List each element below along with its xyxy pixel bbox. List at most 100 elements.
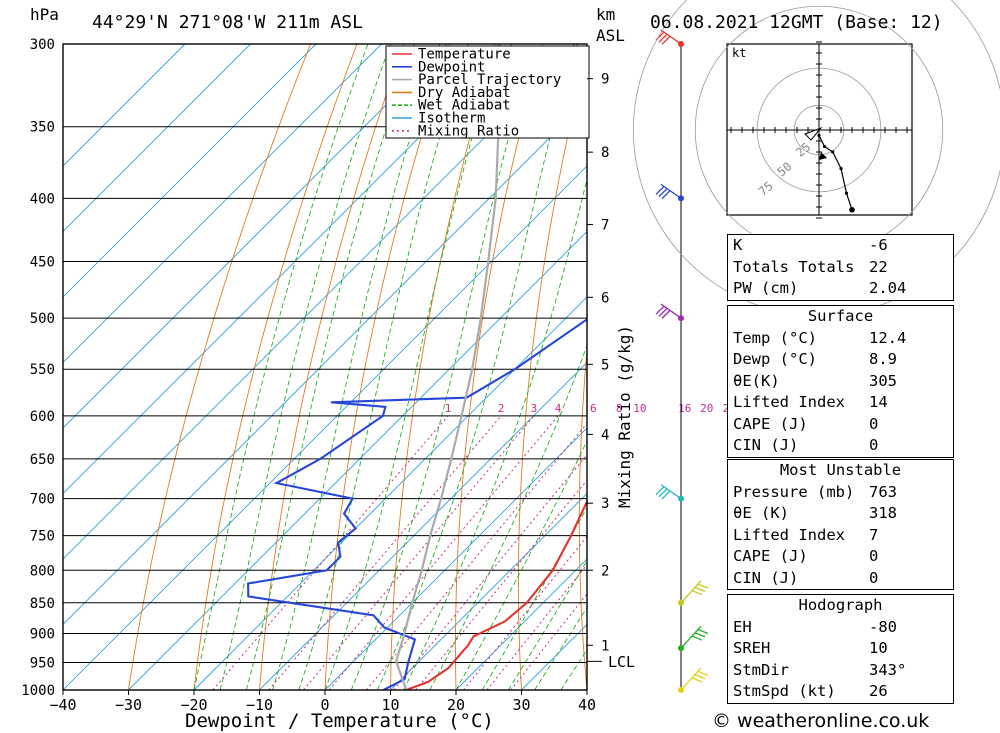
x-tick-label: −40 xyxy=(49,696,76,714)
surface-li-row: Lifted Index 14 xyxy=(733,393,888,411)
plot-frame xyxy=(62,43,588,691)
surface-thetae-row: θE(K) 305 xyxy=(733,371,897,390)
km-tick-label: 3 xyxy=(601,496,609,512)
wet-adiabat xyxy=(298,44,469,690)
mixing-ratio-line xyxy=(303,415,535,690)
hodograph-point xyxy=(822,144,827,149)
x-tick-label: −10 xyxy=(246,696,273,714)
surface-cin-row: CIN (J) 0 xyxy=(733,436,879,454)
surface-temp-row: Temp (°C) 12.4 xyxy=(733,328,907,347)
wind-barb xyxy=(655,183,682,200)
mu-cape-row: CAPE (J) 0 xyxy=(733,547,879,565)
isotherm xyxy=(324,427,587,690)
legend-entry: Parcel Trajectory xyxy=(418,72,561,88)
mixing-ratio-line xyxy=(212,415,449,690)
x-tick-label: 40 xyxy=(578,696,596,714)
pressure-tick-label: 300 xyxy=(30,37,55,53)
km-tick-label: 7 xyxy=(601,218,609,234)
dry-adiabat xyxy=(958,44,1000,690)
isotherm xyxy=(63,44,579,560)
legend-entry: Wet Adiabat xyxy=(418,98,511,114)
parcel-trajectory-curve xyxy=(395,44,501,690)
legend-entry: Temperature xyxy=(418,47,511,63)
mixing-ratio-label: Mixing Ratio (g/kg) xyxy=(615,325,634,508)
wind-barb xyxy=(680,625,709,649)
mixing-ratio-value: 8 xyxy=(616,402,623,415)
hodograph-trace xyxy=(818,135,853,210)
surface-table: Surface Temp (°C) 12.4 Dewp (°C) 8.9 θE(K)… xyxy=(727,305,954,458)
mixing-ratio-line xyxy=(328,415,559,690)
wind-barb xyxy=(680,580,709,604)
isotherm xyxy=(63,44,251,233)
surface-cape-row: CAPE (J) 0 xyxy=(733,414,879,433)
hodograph-unit: kt xyxy=(732,46,746,60)
isotherm xyxy=(63,99,587,626)
dry-adiabat xyxy=(193,44,358,690)
k-index-row: K -6 xyxy=(733,236,888,254)
x-tick-label: 20 xyxy=(447,696,465,714)
pressure-tick-label: 600 xyxy=(30,409,55,425)
pressure-tick-label: 750 xyxy=(30,529,55,545)
wet-adiabat xyxy=(193,44,369,690)
pressure-tick-label: 350 xyxy=(30,120,55,136)
eh-row: EH -80 xyxy=(733,617,897,636)
temperature-curve xyxy=(405,499,587,690)
credit: © weatheronline.co.uk xyxy=(712,710,930,732)
mu-li-row: Lifted Index 7 xyxy=(733,525,879,544)
hodograph-title: Hodograph xyxy=(798,596,883,614)
legend-entry: Dewpoint xyxy=(418,59,485,75)
pressure-tick-label: 1000 xyxy=(21,683,55,699)
wet-adiabat xyxy=(245,44,415,690)
location: 44°29'N 271°08'W 211m ASL xyxy=(92,12,363,33)
pressure-tick-label: 850 xyxy=(30,596,55,612)
hodograph-table: Hodograph EH -80 SREH 10 StmDir 343° StmSpd… xyxy=(727,594,954,704)
mixing-ratio-value: 1 xyxy=(445,402,452,415)
pressure-tick-label: 400 xyxy=(30,191,55,207)
isotherm xyxy=(63,44,448,429)
x-tick-label: 30 xyxy=(512,696,530,714)
wet-adiabat xyxy=(429,344,587,690)
pressure-unit: hPa xyxy=(30,5,59,24)
legend-entry: Isotherm xyxy=(418,111,485,127)
km-tick-label: 5 xyxy=(601,357,609,373)
dewpoint-curve xyxy=(247,318,587,690)
mixing-ratio-line xyxy=(393,454,587,690)
storm-motion-marker xyxy=(804,126,823,141)
wet-adiabat xyxy=(350,44,535,690)
km-tick-label: 2 xyxy=(601,563,609,579)
wet-adiabat xyxy=(272,44,441,690)
mu-pressure-row: Pressure (mb) 763 xyxy=(733,482,897,501)
legend-entry: Mixing Ratio xyxy=(418,123,519,139)
km-tick-label: 9 xyxy=(601,72,609,88)
most-unstable-title: Most Unstable xyxy=(779,461,902,479)
mixing-ratio-value: 6 xyxy=(590,402,597,415)
isotherm xyxy=(63,44,186,167)
legend-box xyxy=(385,45,590,139)
pw-row: PW (cm) 2.04 xyxy=(733,279,907,297)
x-axis-label: Dewpoint / Temperature (°C) xyxy=(185,710,494,732)
isotherm xyxy=(455,558,587,690)
km-tick-label: 1 xyxy=(601,638,609,654)
hodograph-point xyxy=(839,166,843,171)
isotherm xyxy=(259,361,587,690)
isotherm xyxy=(63,165,587,690)
dry-adiabat xyxy=(390,44,497,690)
pressure-tick-label: 550 xyxy=(30,362,55,378)
hodograph-point xyxy=(849,206,855,213)
x-tick-label: 0 xyxy=(320,696,329,714)
mixing-ratio-value: 10 xyxy=(633,402,646,415)
mixing-ratio-value: 3 xyxy=(531,402,538,415)
pressure-tick-label: 500 xyxy=(30,311,55,327)
mixing-ratio-value: 2 xyxy=(498,402,505,415)
surface-title: Surface xyxy=(807,307,874,325)
mixing-ratio-value: 16 xyxy=(678,402,691,415)
mu-cin-row: CIN (J) 0 xyxy=(733,568,879,587)
isotherm xyxy=(128,230,587,690)
datetime: 06.08.2021 12GMT (Base: 12) xyxy=(650,12,943,33)
pressure-tick-label: 800 xyxy=(30,563,55,579)
hodograph-point xyxy=(817,133,821,138)
hodograph-point xyxy=(844,191,849,195)
